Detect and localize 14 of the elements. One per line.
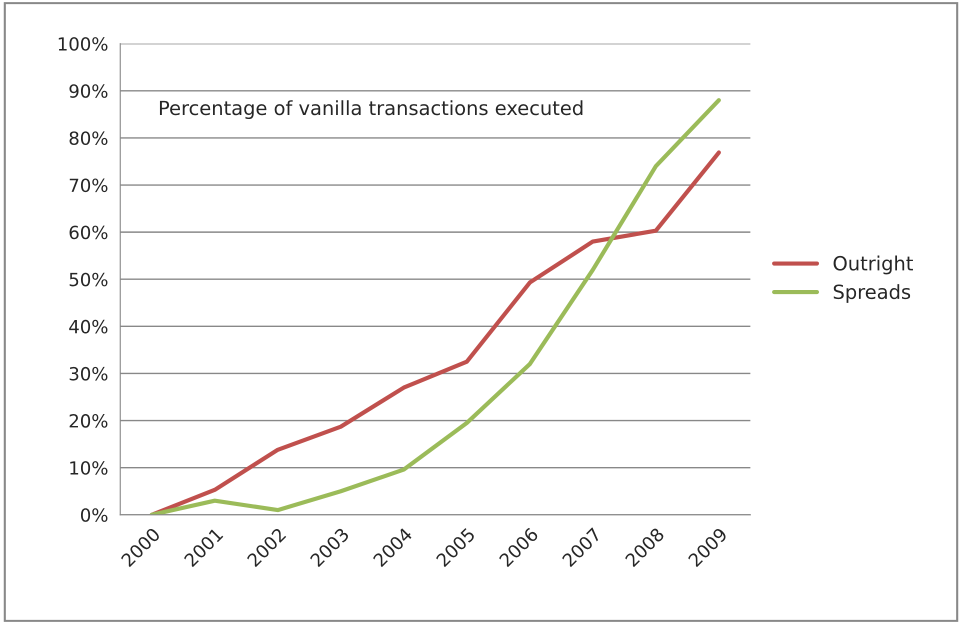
y-tick-label: 20% [70, 414, 108, 428]
y-tick-label: 30% [70, 366, 108, 381]
y-tick-label: 0% [80, 508, 108, 522]
y-tick-label: 100% [58, 37, 108, 51]
y-tick-label: 90% [69, 84, 108, 98]
y-tick-label: 70% [70, 178, 108, 192]
annotation: Percentage of vanilla transactions executed [160, 100, 582, 120]
y-tick-label: 50% [70, 272, 108, 286]
legend-label: Spreads [834, 284, 910, 303]
legend-label: Outright [834, 256, 913, 274]
y-tick-label: 40% [69, 320, 108, 334]
y-tick-label: 60% [70, 226, 108, 240]
y-tick-label: 10% [70, 461, 108, 475]
y-tick-label: 80% [70, 131, 108, 146]
